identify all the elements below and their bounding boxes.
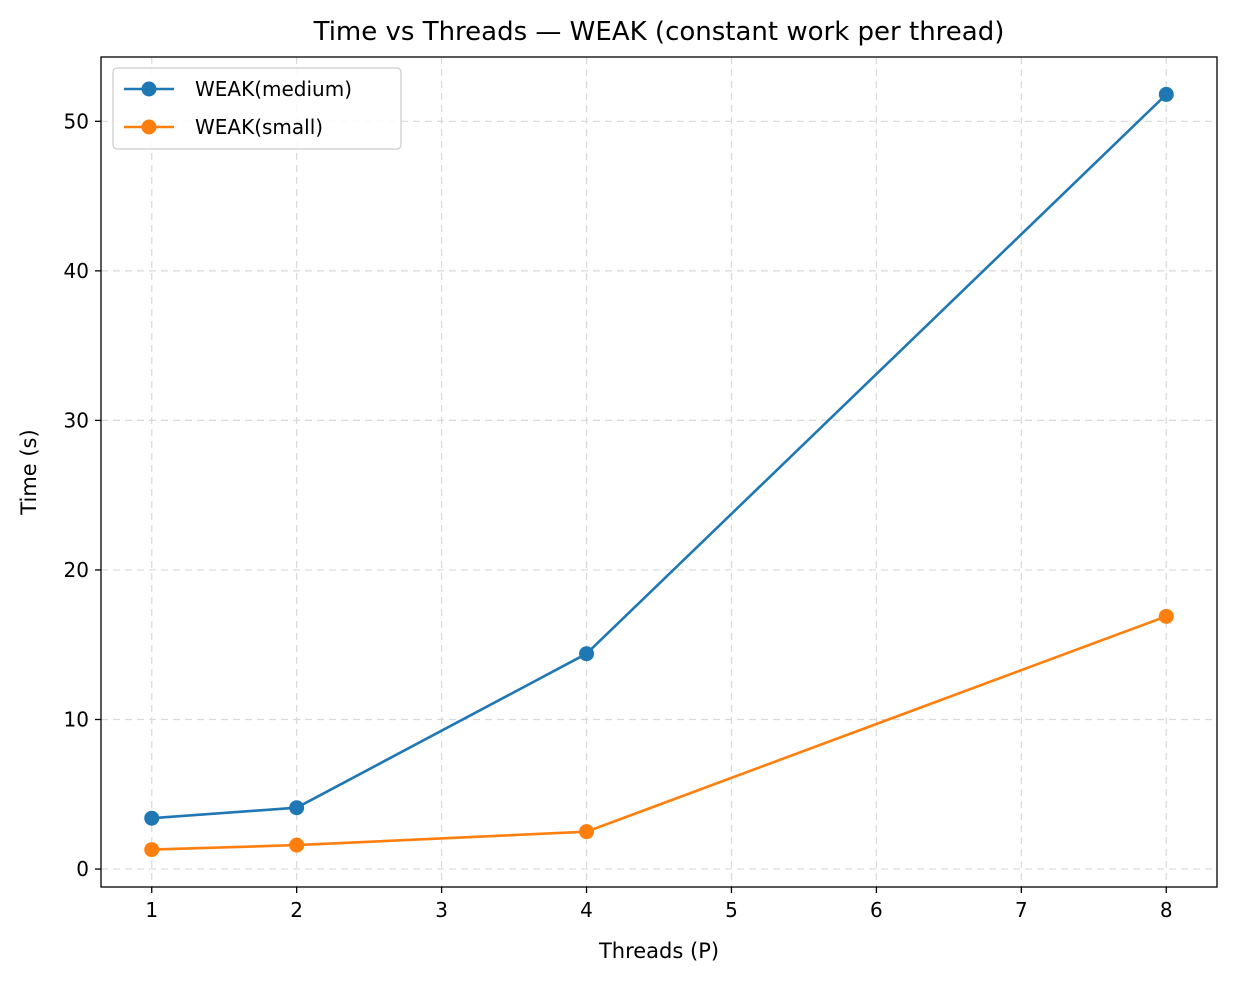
data-point <box>1158 86 1174 102</box>
y-tick-label: 0 <box>76 857 89 881</box>
y-tick-label: 30 <box>64 408 89 432</box>
x-axis-label: Threads (P) <box>598 939 719 963</box>
x-tick-label: 3 <box>435 898 448 922</box>
x-tick-label: 7 <box>1015 898 1028 922</box>
legend-marker-1 <box>141 119 157 135</box>
data-point <box>289 837 305 853</box>
x-tick-label: 4 <box>580 898 593 922</box>
data-point <box>144 842 160 858</box>
data-point <box>1158 608 1174 624</box>
x-tick-label: 6 <box>870 898 883 922</box>
y-tick-label: 10 <box>64 708 89 732</box>
data-point <box>579 646 595 662</box>
x-tick-label: 1 <box>145 898 158 922</box>
legend-label-0: WEAK(medium) <box>195 77 352 101</box>
legend-label-1: WEAK(small) <box>195 115 323 139</box>
legend: WEAK(medium) WEAK(small) <box>112 67 402 150</box>
x-tick-label: 8 <box>1160 898 1173 922</box>
y-axis-label: Time (s) <box>17 429 41 515</box>
y-tick-label: 40 <box>64 259 89 283</box>
data-point <box>289 800 305 816</box>
data-point <box>579 824 595 840</box>
x-tick-label: 5 <box>725 898 738 922</box>
series-lines <box>144 86 1174 858</box>
data-point <box>144 810 160 826</box>
y-tick-label: 50 <box>64 109 89 133</box>
axis-ticks: 1 2 3 4 5 6 7 8 0 10 20 30 40 50 <box>64 109 1173 922</box>
legend-box <box>112 67 402 150</box>
chart-title: Time vs Threads — WEAK (constant work pe… <box>313 17 1005 47</box>
y-tick-label: 20 <box>64 558 89 582</box>
series-line-0 <box>151 93 1168 820</box>
plot-frame <box>100 56 1218 888</box>
x-tick-label: 2 <box>290 898 303 922</box>
series-line-1 <box>151 615 1167 851</box>
legend-marker-0 <box>141 81 157 97</box>
